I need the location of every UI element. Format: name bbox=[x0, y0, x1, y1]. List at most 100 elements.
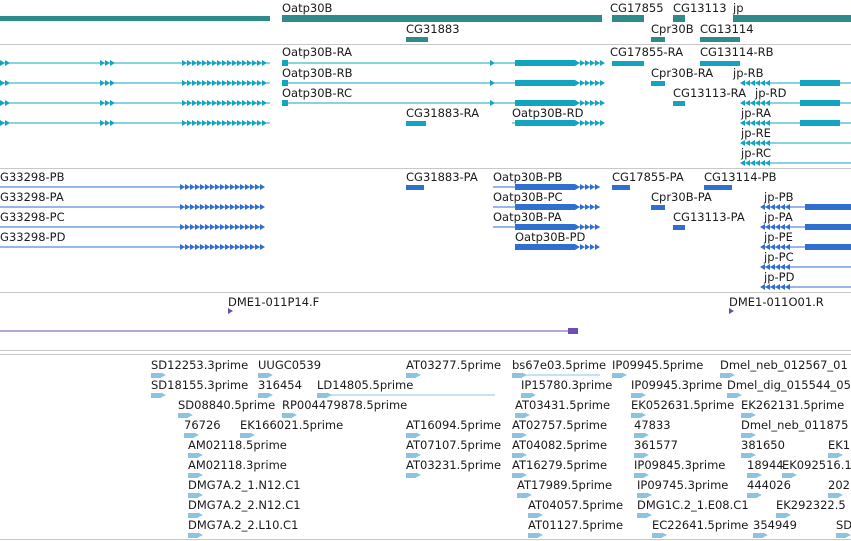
est-glyph[interactable] bbox=[512, 453, 522, 458]
est-glyph[interactable] bbox=[647, 492, 652, 498]
protein-exon[interactable] bbox=[220, 204, 225, 210]
est-glyph[interactable] bbox=[406, 433, 416, 438]
protein-exon[interactable] bbox=[760, 244, 765, 250]
est-label[interactable]: EK262131.5prime bbox=[741, 398, 845, 412]
est-glyph[interactable] bbox=[512, 473, 522, 478]
transcript-exon[interactable] bbox=[207, 80, 212, 86]
protein-exon[interactable] bbox=[180, 224, 185, 230]
protein-exon[interactable] bbox=[195, 244, 200, 250]
protein-exon[interactable] bbox=[215, 224, 220, 230]
transcript-exon[interactable] bbox=[207, 100, 212, 106]
protein-exon[interactable] bbox=[765, 204, 770, 210]
transcript-exon[interactable] bbox=[232, 80, 237, 86]
protein-exon[interactable] bbox=[770, 284, 775, 290]
transcript-label[interactable]: jp-RA bbox=[741, 106, 772, 120]
est-glyph[interactable] bbox=[292, 412, 297, 418]
est-label[interactable]: AT03277.5prime bbox=[406, 358, 502, 372]
gene-label[interactable]: CG31883 bbox=[406, 22, 460, 36]
est-label[interactable]: RP004479878.5prime bbox=[282, 398, 408, 412]
protein-exon[interactable] bbox=[245, 204, 250, 210]
transcript-label[interactable]: CG13113-RA bbox=[673, 86, 747, 100]
est-label[interactable]: 316454 bbox=[258, 378, 302, 392]
est-label[interactable]: DMG7A.2_2.L10.C1 bbox=[188, 518, 299, 532]
est-glyph[interactable] bbox=[737, 392, 742, 398]
transcript-label[interactable]: CG13114-RB bbox=[700, 45, 774, 59]
est-label[interactable]: DMG7A.2_1.N12.C1 bbox=[188, 478, 301, 492]
gene-label[interactable]: CG17855 bbox=[610, 1, 664, 15]
transcript-exon[interactable] bbox=[580, 80, 585, 86]
protein-exon[interactable] bbox=[775, 224, 780, 230]
est-glyph[interactable] bbox=[151, 393, 161, 398]
est-label[interactable]: AT02757.5prime bbox=[512, 418, 608, 432]
transcript-exon[interactable] bbox=[745, 140, 750, 146]
protein-exon[interactable] bbox=[225, 224, 230, 230]
protein-exon[interactable] bbox=[770, 204, 775, 210]
est-label[interactable]: Dmel_dig_015544_05 bbox=[727, 378, 851, 392]
est-label[interactable]: AM02118.5prime bbox=[188, 438, 287, 452]
gene-glyph[interactable] bbox=[700, 37, 740, 42]
transcript-exon[interactable] bbox=[197, 100, 202, 106]
est-label[interactable]: AT07107.5prime bbox=[406, 438, 502, 452]
protein-exon[interactable] bbox=[590, 204, 595, 210]
protein-exon[interactable] bbox=[775, 264, 780, 270]
transcript-exon[interactable] bbox=[590, 80, 595, 86]
protein-exon[interactable] bbox=[780, 284, 785, 290]
est-glyph[interactable] bbox=[730, 372, 735, 378]
transcript-exon[interactable] bbox=[600, 120, 605, 126]
est-glyph[interactable] bbox=[836, 533, 846, 538]
transcript-exon[interactable] bbox=[575, 60, 580, 66]
transcript-exon[interactable] bbox=[651, 81, 665, 86]
protein-exon[interactable] bbox=[760, 264, 765, 270]
est-label[interactable]: AT01127.5prime bbox=[528, 518, 624, 532]
est-glyph[interactable] bbox=[151, 373, 161, 378]
transcript-exon[interactable] bbox=[262, 100, 267, 106]
est-glyph[interactable] bbox=[521, 393, 531, 398]
protein-exon[interactable] bbox=[765, 244, 770, 250]
transcript-exon[interactable] bbox=[515, 100, 575, 106]
protein-exon[interactable] bbox=[780, 244, 785, 250]
est-glyph[interactable] bbox=[634, 473, 644, 478]
transcript-exon[interactable] bbox=[105, 120, 110, 126]
est-label[interactable]: IP09945.5prime bbox=[612, 358, 704, 372]
transcript-exon[interactable] bbox=[580, 100, 585, 106]
est-label[interactable]: AT03431.5prime bbox=[515, 398, 611, 412]
transcript-exon[interactable] bbox=[490, 80, 495, 86]
protein-exon[interactable] bbox=[785, 284, 790, 290]
transcript-exon[interactable] bbox=[745, 120, 750, 126]
protein-label[interactable]: Cpr30B-PA bbox=[651, 190, 712, 204]
protein-label[interactable]: Oatp30B-PD bbox=[515, 230, 586, 244]
est-label[interactable]: 361577 bbox=[634, 438, 678, 452]
transcript-exon[interactable] bbox=[740, 160, 745, 166]
protein-exon[interactable] bbox=[590, 224, 595, 230]
transcript-exon[interactable] bbox=[252, 120, 257, 126]
protein-exon[interactable] bbox=[200, 224, 205, 230]
est-glyph[interactable] bbox=[622, 372, 627, 378]
transcript-exon[interactable] bbox=[765, 80, 770, 86]
protein-exon[interactable] bbox=[780, 204, 785, 210]
est-glyph[interactable] bbox=[641, 392, 646, 398]
transcript-exon[interactable] bbox=[760, 120, 765, 126]
transcript-exon[interactable] bbox=[247, 80, 252, 86]
transcript-exon[interactable] bbox=[242, 80, 247, 86]
protein-exon[interactable] bbox=[595, 224, 600, 230]
transcript-exon[interactable] bbox=[237, 80, 242, 86]
protein-exon[interactable] bbox=[250, 224, 255, 230]
transcript-exon[interactable] bbox=[740, 80, 745, 86]
est-label[interactable]: EK052631.5prime bbox=[631, 398, 735, 412]
est-glyph[interactable] bbox=[188, 493, 198, 498]
est-label[interactable]: AT04082.5prime bbox=[512, 438, 608, 452]
transcript-exon[interactable] bbox=[182, 80, 187, 86]
est-glyph[interactable] bbox=[828, 493, 838, 498]
est-glyph[interactable] bbox=[198, 492, 203, 498]
transcript-exon[interactable] bbox=[740, 100, 745, 106]
protein-exon[interactable] bbox=[195, 204, 200, 210]
transcript-exon[interactable] bbox=[242, 60, 247, 66]
est-label[interactable]: EK166021.5prime bbox=[240, 418, 344, 432]
est-glyph[interactable] bbox=[416, 452, 421, 458]
transcript-exon[interactable] bbox=[755, 140, 760, 146]
est-glyph[interactable] bbox=[268, 372, 273, 378]
protein-exon[interactable] bbox=[770, 264, 775, 270]
transcript-exon[interactable] bbox=[100, 120, 105, 126]
protein-exon[interactable] bbox=[200, 244, 205, 250]
